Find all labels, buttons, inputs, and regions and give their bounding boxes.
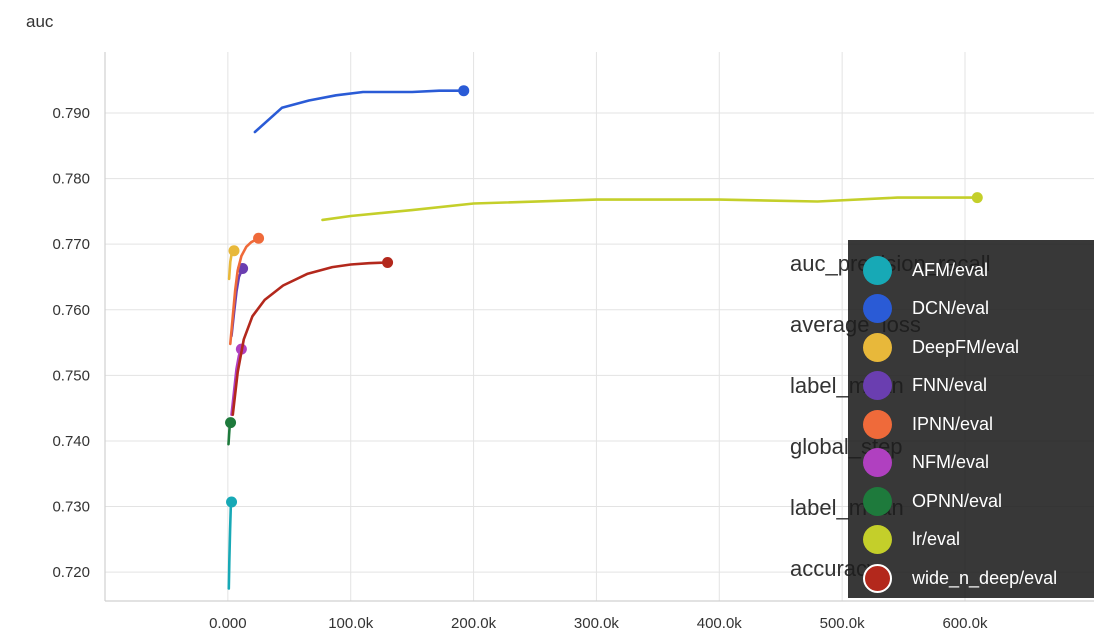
legend-label: wide_n_deep/eval xyxy=(912,567,1058,588)
legend-label: AFM/eval xyxy=(912,259,989,280)
series-end-point xyxy=(458,85,470,97)
legend-swatch xyxy=(863,255,892,285)
legend-swatch xyxy=(863,371,892,401)
legend-label: NFM/eval xyxy=(912,452,990,473)
y-tick-label: 0.730 xyxy=(52,499,90,516)
series-line xyxy=(321,196,979,222)
x-tick-label: 200.0k xyxy=(451,615,497,632)
series-line xyxy=(231,261,389,416)
x-tick-label: 500.0k xyxy=(820,615,866,632)
series-end-point xyxy=(382,257,394,269)
axes xyxy=(104,52,1094,602)
series-end-point xyxy=(971,192,983,204)
series-line xyxy=(253,89,465,134)
legend-label: DCN/eval xyxy=(912,298,990,319)
legend-label: IPNN/eval xyxy=(912,413,994,434)
legend-swatch xyxy=(863,525,892,555)
legend-label: OPNN/eval xyxy=(912,490,1003,511)
legend-item[interactable]: AFM/eval xyxy=(848,251,1094,290)
legend-swatch xyxy=(863,486,892,516)
legend-item[interactable]: DeepFM/eval xyxy=(848,328,1094,367)
legend-item[interactable]: DCN/eval xyxy=(848,290,1094,329)
y-tick-label: 0.740 xyxy=(52,433,90,450)
legend-label: DeepFM/eval xyxy=(912,336,1020,357)
series-line xyxy=(229,237,260,346)
series-end-point xyxy=(226,496,238,508)
x-tick-label: 600.0k xyxy=(942,615,988,632)
legend-item[interactable]: IPNN/eval xyxy=(848,405,1094,444)
legend-label: lr/eval xyxy=(912,529,961,550)
legend-item[interactable]: wide_n_deep/eval xyxy=(848,559,1094,598)
x-tick-label: 100.0k xyxy=(328,615,374,632)
series-end-point xyxy=(225,417,237,429)
series-line xyxy=(227,500,233,590)
legend-item[interactable]: lr/eval xyxy=(848,521,1094,560)
x-tick-label: 0.000 xyxy=(209,615,247,632)
legend-item[interactable]: OPNN/eval xyxy=(848,482,1094,521)
legend-item[interactable]: FNN/eval xyxy=(848,367,1094,406)
chart-title: auc xyxy=(26,12,54,31)
y-tick-label: 0.760 xyxy=(52,302,90,319)
legend-swatch xyxy=(863,294,892,324)
x-tick-label: 300.0k xyxy=(574,615,620,632)
legend-swatch xyxy=(863,332,892,362)
series-end-point xyxy=(228,245,240,257)
legend-swatch xyxy=(863,448,892,478)
x-tick-label: 400.0k xyxy=(697,615,743,632)
legend-label: FNN/eval xyxy=(912,375,988,396)
y-tick-label: 0.750 xyxy=(52,367,90,384)
y-tick-label: 0.790 xyxy=(52,105,90,122)
series xyxy=(225,85,983,590)
series-end-point xyxy=(253,232,265,244)
tick-labels: 0.000 100.0k 200.0k 300.0k 400.0k 500.0k 600.0… xyxy=(52,105,988,632)
legend-item[interactable]: NFM/eval xyxy=(848,444,1094,483)
legend-swatch xyxy=(863,409,892,439)
legend-swatch xyxy=(863,563,892,593)
y-tick-label: 0.720 xyxy=(52,564,90,581)
y-tick-label: 0.770 xyxy=(52,236,90,253)
legend: AFM/eval DCN/eval DeepFM/eval FNN/eval IPNN/… xyxy=(848,240,1094,598)
y-tick-label: 0.780 xyxy=(52,171,90,188)
